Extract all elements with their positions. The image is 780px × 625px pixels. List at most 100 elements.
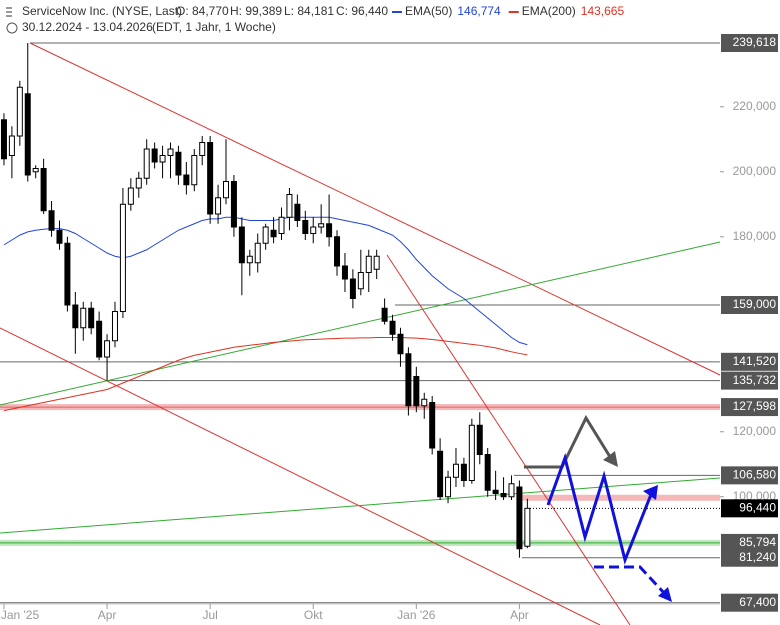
close: C: 96,440	[336, 4, 388, 18]
candle-body	[389, 320, 396, 335]
candle-body	[302, 220, 309, 235]
high: H: 99,389	[230, 4, 282, 18]
level-label: 141,520	[733, 354, 777, 368]
candle-body	[159, 155, 166, 163]
candle-body	[460, 463, 467, 482]
candle-body	[278, 216, 285, 235]
level-label: 159,000	[733, 297, 777, 311]
level-label: 81,240	[739, 550, 776, 564]
candle-body	[135, 177, 142, 189]
candle-body	[56, 229, 63, 244]
candle-body	[508, 483, 515, 498]
candle-body	[24, 93, 31, 176]
candle-body	[254, 242, 261, 264]
candle-body	[119, 203, 126, 313]
candle-body	[183, 174, 190, 186]
candle-body	[96, 320, 103, 358]
title: ServiceNow Inc. (NYSE, Last)	[22, 4, 182, 18]
candle-body	[445, 476, 452, 498]
candle-body	[16, 86, 23, 137]
candle-body	[104, 340, 111, 358]
candle-body	[80, 307, 87, 329]
arrow-head	[658, 587, 672, 602]
level-label: 127,598	[733, 399, 777, 413]
trendline	[0, 241, 721, 406]
x-tick-label: Jan '26	[397, 608, 436, 622]
level-label-bg	[721, 466, 778, 485]
candle-body	[64, 242, 71, 306]
level-label: 135,732	[733, 373, 777, 387]
level-label-bg	[721, 548, 778, 567]
y-tick-label: 180,000	[733, 229, 777, 243]
x-tick-label: Apr	[98, 608, 117, 622]
level-label: 239,618	[733, 35, 777, 49]
candle-body	[492, 489, 499, 495]
trendline	[29, 42, 721, 376]
candle-body	[143, 148, 150, 179]
candle-body	[32, 168, 39, 173]
low: L: 84,181	[284, 4, 334, 18]
trendline	[0, 327, 601, 625]
candle-body	[334, 236, 341, 267]
candle-body	[397, 333, 404, 355]
y-tick-label: 200,000	[733, 164, 777, 178]
level-label-bg	[721, 398, 778, 417]
legend-label: EMA(50)	[405, 4, 452, 18]
candle-body	[318, 223, 325, 228]
candle-body	[88, 307, 95, 329]
candle-body	[405, 353, 412, 407]
candle-body	[452, 463, 459, 478]
candle-body	[413, 376, 420, 407]
candle-body	[381, 307, 388, 322]
legend-value: 146,774	[457, 4, 501, 18]
candle-body	[429, 402, 436, 449]
foreground-layer: 220,000200,000180,000120,000100,000239,6…	[1, 34, 778, 622]
x-tick-label: Apr	[510, 608, 529, 622]
header: ServiceNow Inc. (NYSE, Last) O: 84,770 H…	[6, 4, 388, 34]
candle-body	[167, 148, 174, 157]
candle-body	[230, 181, 237, 228]
candle-body	[468, 424, 475, 482]
candle-body	[516, 486, 523, 550]
level-label: 67,400	[739, 595, 776, 609]
clock-icon	[6, 22, 18, 34]
candle-body	[294, 203, 301, 222]
candle-body	[365, 255, 372, 274]
candle-body	[0, 119, 7, 160]
candle-body	[199, 142, 206, 157]
level-label-bg	[721, 352, 778, 371]
level-label-bg	[721, 593, 778, 612]
level-label-bg	[721, 34, 778, 53]
projection-arrow	[594, 565, 667, 596]
legend-label: EMA(200)	[522, 4, 576, 18]
candle-body	[191, 155, 198, 186]
candle-body	[476, 424, 483, 456]
legend-value: 143,665	[581, 4, 625, 18]
candle-body	[48, 210, 55, 231]
candle-body	[310, 226, 317, 235]
candle-body	[151, 148, 158, 163]
last-price-label: 96,440	[739, 500, 776, 514]
candle-body	[286, 194, 293, 218]
level-label: 106,580	[733, 468, 777, 482]
x-tick-label: Jan '25	[1, 608, 40, 622]
candle-body	[437, 450, 444, 498]
menu-icon	[6, 7, 12, 17]
candle-body	[270, 229, 277, 238]
level-label-bg	[721, 371, 778, 390]
last-price-bg	[721, 499, 778, 518]
level-label: 85,794	[739, 535, 776, 549]
candle-body	[215, 197, 222, 215]
arrow-head	[643, 485, 658, 500]
candle-body	[111, 311, 118, 342]
open: O: 84,770	[176, 4, 229, 18]
date-range: 30.12.2024 - 13.04.2026	[22, 20, 153, 34]
ema-line	[3, 337, 528, 412]
background-layer	[0, 42, 724, 609]
candle-body	[207, 142, 214, 215]
x-tick-label: Okt	[304, 608, 323, 622]
candle-body	[341, 265, 348, 280]
y-tick-label: 120,000	[733, 424, 777, 438]
info: (EDT, 1 Jahr, 1 Woche)	[152, 20, 276, 34]
